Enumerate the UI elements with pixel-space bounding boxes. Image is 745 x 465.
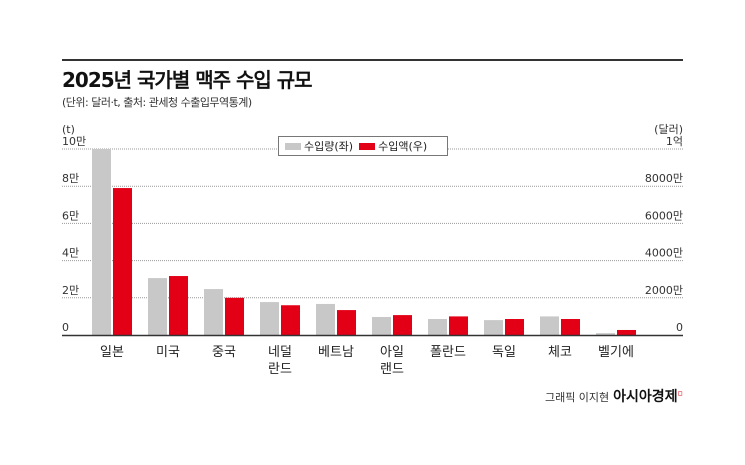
top-rule	[62, 59, 683, 61]
bar-volume	[316, 303, 335, 335]
category-label: 란드	[268, 362, 292, 377]
brand-name: 아시아경제	[613, 389, 678, 405]
left-tick-label: 8만	[62, 172, 79, 185]
legend: 수입량(좌) 수입액(우)	[278, 136, 448, 156]
bar-volume	[540, 316, 559, 335]
bar-value	[617, 329, 636, 335]
bar-volume	[204, 289, 223, 335]
category-label: 폴란드	[430, 345, 466, 360]
category-label: 베트남	[318, 345, 354, 360]
bar-volume	[372, 316, 391, 335]
category-label: 일본	[100, 345, 124, 360]
bar-value	[449, 316, 468, 335]
bar-value	[393, 315, 412, 335]
right-axis-label: (달러)	[654, 123, 683, 136]
bar-value	[113, 188, 132, 335]
right-tick-label: 8000만	[645, 172, 683, 185]
chart-subtitle: (단위: 달러·t, 출처: 관세청 수출입무역통계)	[62, 96, 252, 109]
legend-label: 수입량(좌)	[304, 140, 354, 153]
bar-value	[225, 297, 244, 335]
bar-value	[169, 276, 188, 335]
bar-volume	[484, 320, 503, 335]
legend-item-volume: 수입량(좌)	[285, 138, 353, 154]
category-label: 체코	[548, 345, 572, 360]
legend-item-value: 수입액(우)	[359, 138, 427, 154]
chart-title: 2025년 국가별 맥주 수입 규모	[62, 68, 313, 92]
category-label: 중국	[212, 345, 236, 360]
bar-value	[281, 305, 300, 335]
bar-volume	[596, 333, 615, 335]
category-label: 네덜	[268, 345, 292, 360]
category-label: 랜드	[380, 362, 404, 377]
right-tick-label: 0	[676, 321, 683, 334]
right-tick-label: 1억	[666, 135, 683, 148]
bar-value	[561, 319, 580, 335]
category-label: 아일	[380, 345, 404, 360]
legend-label: 수입액(우)	[378, 140, 428, 153]
bar-volume	[260, 302, 279, 335]
bar-volume	[148, 278, 167, 335]
category-label: 벨기에	[598, 345, 634, 360]
left-tick-label: 4만	[62, 247, 79, 260]
left-tick-label: 0	[62, 321, 69, 334]
brand-logo: 아시아경제▫	[613, 388, 683, 405]
left-tick-label: 6만	[62, 209, 79, 222]
category-label: 미국	[156, 345, 180, 360]
legend-swatch-value	[359, 143, 376, 150]
right-tick-label: 2000만	[645, 284, 683, 297]
bar-volume	[428, 319, 447, 335]
credit-text: 그래픽 이지현	[544, 391, 610, 404]
left-tick-label: 2만	[62, 284, 79, 297]
legend-swatch-volume	[285, 143, 301, 150]
bar-value	[505, 319, 524, 335]
left-axis-label: (t)	[62, 123, 75, 136]
category-label: 독일	[492, 345, 516, 360]
left-tick-label: 10만	[62, 135, 86, 148]
bar-volume	[92, 149, 111, 335]
credit: 그래픽 이지현 아시아경제▫	[545, 386, 683, 406]
right-tick-label: 4000만	[645, 247, 683, 260]
bar-value	[337, 310, 356, 335]
right-tick-label: 6000만	[645, 209, 683, 222]
